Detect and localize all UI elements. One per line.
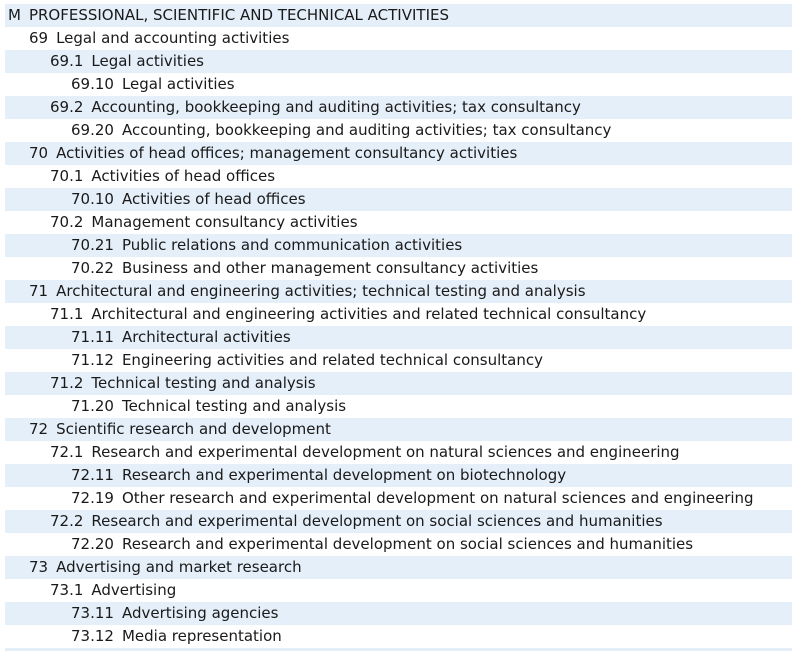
activity-code: 70.1 xyxy=(50,167,84,185)
class-row-73-11[interactable]: 73.11 Advertising agencies xyxy=(5,602,792,625)
activity-label: Technical testing and analysis xyxy=(91,374,316,392)
activity-code: 69 xyxy=(29,29,49,47)
activity-label: Technical testing and analysis xyxy=(121,397,347,415)
activity-label: Management consultancy activities xyxy=(91,213,358,231)
section-code: M xyxy=(8,6,21,24)
group-row-69-2[interactable]: 69.2 Accounting, bookkeeping and auditing… xyxy=(5,96,792,119)
section-row[interactable]: M PROFESSIONAL, SCIENTIFIC AND TECHNICAL … xyxy=(5,4,792,27)
activity-label: Media representation xyxy=(121,627,282,645)
division-row-72[interactable]: 72 Scientific research and development xyxy=(5,418,792,441)
activity-label: Research and experimental development on… xyxy=(121,535,694,553)
activity-label: Legal and accounting activities xyxy=(56,29,290,47)
group-row-70-1[interactable]: 70.1 Activities of head offices xyxy=(5,165,792,188)
activity-label: Legal activities xyxy=(91,52,205,70)
activity-label: Advertising agencies xyxy=(121,604,279,622)
activity-code: 73.11 xyxy=(71,604,114,622)
activity-code: 72.20 xyxy=(71,535,114,553)
class-row-72-11[interactable]: 72.11 Research and experimental developme… xyxy=(5,464,792,487)
activity-code: 70.22 xyxy=(71,259,114,277)
activity-code: 70 xyxy=(29,144,49,162)
activity-label: Architectural and engineering activities… xyxy=(56,282,586,300)
class-row-72-19[interactable]: 72.19 Other research and experimental dev… xyxy=(5,487,792,510)
activity-code: 72.1 xyxy=(50,443,84,461)
division-row-73[interactable]: 73 Advertising and market research xyxy=(5,556,792,579)
activity-label: Accounting, bookkeeping and auditing act… xyxy=(121,121,612,139)
class-row-72-20[interactable]: 72.20 Research and experimental developme… xyxy=(5,533,792,556)
next-row-edge xyxy=(5,648,792,651)
activity-code: 73.12 xyxy=(71,627,114,645)
activity-label: Activities of head offices xyxy=(91,167,276,185)
division-row-69[interactable]: 69 Legal and accounting activities xyxy=(5,27,792,50)
activity-label: Legal activities xyxy=(121,75,235,93)
group-row-72-2[interactable]: 72.2 Research and experimental developmen… xyxy=(5,510,792,533)
activity-code: 70.10 xyxy=(71,190,114,208)
class-row-69-20[interactable]: 69.20 Accounting, bookkeeping and auditin… xyxy=(5,119,792,142)
activity-code: 71.1 xyxy=(50,305,84,323)
activity-label: Activities of head offices; management c… xyxy=(56,144,518,162)
activity-label: Other research and experimental developm… xyxy=(121,489,754,507)
group-row-70-2[interactable]: 70.2 Management consultancy activities xyxy=(5,211,792,234)
activity-label: Advertising and market research xyxy=(56,558,302,576)
previous-row-edge xyxy=(5,0,792,4)
activity-code: 71.11 xyxy=(71,328,114,346)
activity-code: 71.2 xyxy=(50,374,84,392)
division-row-70[interactable]: 70 Activities of head offices; management… xyxy=(5,142,792,165)
activity-code: 72.11 xyxy=(71,466,114,484)
activity-label: Research and experimental development on… xyxy=(121,466,567,484)
class-row-70-10[interactable]: 70.10 Activities of head offices xyxy=(5,188,792,211)
activity-code: 72 xyxy=(29,420,49,438)
class-row-73-12[interactable]: 73.12 Media representation xyxy=(5,625,792,648)
activity-label: Advertising xyxy=(91,581,177,599)
activity-code: 71.12 xyxy=(71,351,114,369)
division-row-71[interactable]: 71 Architectural and engineering activiti… xyxy=(5,280,792,303)
activity-label: Research and experimental development on… xyxy=(91,512,663,530)
activity-code: 70.21 xyxy=(71,236,114,254)
activity-label: Scientific research and development xyxy=(56,420,331,438)
section-label: PROFESSIONAL, SCIENTIFIC AND TECHNICAL A… xyxy=(28,6,450,24)
activity-label: Business and other management consultanc… xyxy=(121,259,539,277)
activity-label: Activities of head offices xyxy=(121,190,306,208)
class-row-69-10[interactable]: 69.10 Legal activities xyxy=(5,73,792,96)
activity-code: 72.2 xyxy=(50,512,84,530)
activity-code: 71.20 xyxy=(71,397,114,415)
activity-label: Public relations and communication activ… xyxy=(121,236,463,254)
activity-code: 69.20 xyxy=(71,121,114,139)
activity-code: 70.2 xyxy=(50,213,84,231)
activity-code: 72.19 xyxy=(71,489,114,507)
class-row-70-22[interactable]: 70.22 Business and other management consu… xyxy=(5,257,792,280)
activity-label: Research and experimental development on… xyxy=(91,443,680,461)
class-row-70-21[interactable]: 70.21 Public relations and communication … xyxy=(5,234,792,257)
activity-label: Architectural and engineering activities… xyxy=(91,305,647,323)
group-row-72-1[interactable]: 72.1 Research and experimental developmen… xyxy=(5,441,792,464)
group-row-71-2[interactable]: 71.2 Technical testing and analysis xyxy=(5,372,792,395)
group-row-71-1[interactable]: 71.1 Architectural and engineering activi… xyxy=(5,303,792,326)
activity-code: 71 xyxy=(29,282,49,300)
activity-label: Accounting, bookkeeping and auditing act… xyxy=(91,98,581,116)
activity-label: Engineering activities and related techn… xyxy=(121,351,543,369)
activity-code: 69.1 xyxy=(50,52,84,70)
group-row-69-1[interactable]: 69.1 Legal activities xyxy=(5,50,792,73)
class-row-71-20[interactable]: 71.20 Technical testing and analysis xyxy=(5,395,792,418)
class-row-71-11[interactable]: 71.11 Architectural activities xyxy=(5,326,792,349)
activity-code: 69.10 xyxy=(71,75,114,93)
activity-code: 73 xyxy=(29,558,49,576)
activity-code: 73.1 xyxy=(50,581,84,599)
class-row-71-12[interactable]: 71.12 Engineering activities and related … xyxy=(5,349,792,372)
activity-label: Architectural activities xyxy=(121,328,291,346)
group-row-73-1[interactable]: 73.1 Advertising xyxy=(5,579,792,602)
activity-code: 69.2 xyxy=(50,98,84,116)
classification-list: M PROFESSIONAL, SCIENTIFIC AND TECHNICAL … xyxy=(5,4,792,648)
